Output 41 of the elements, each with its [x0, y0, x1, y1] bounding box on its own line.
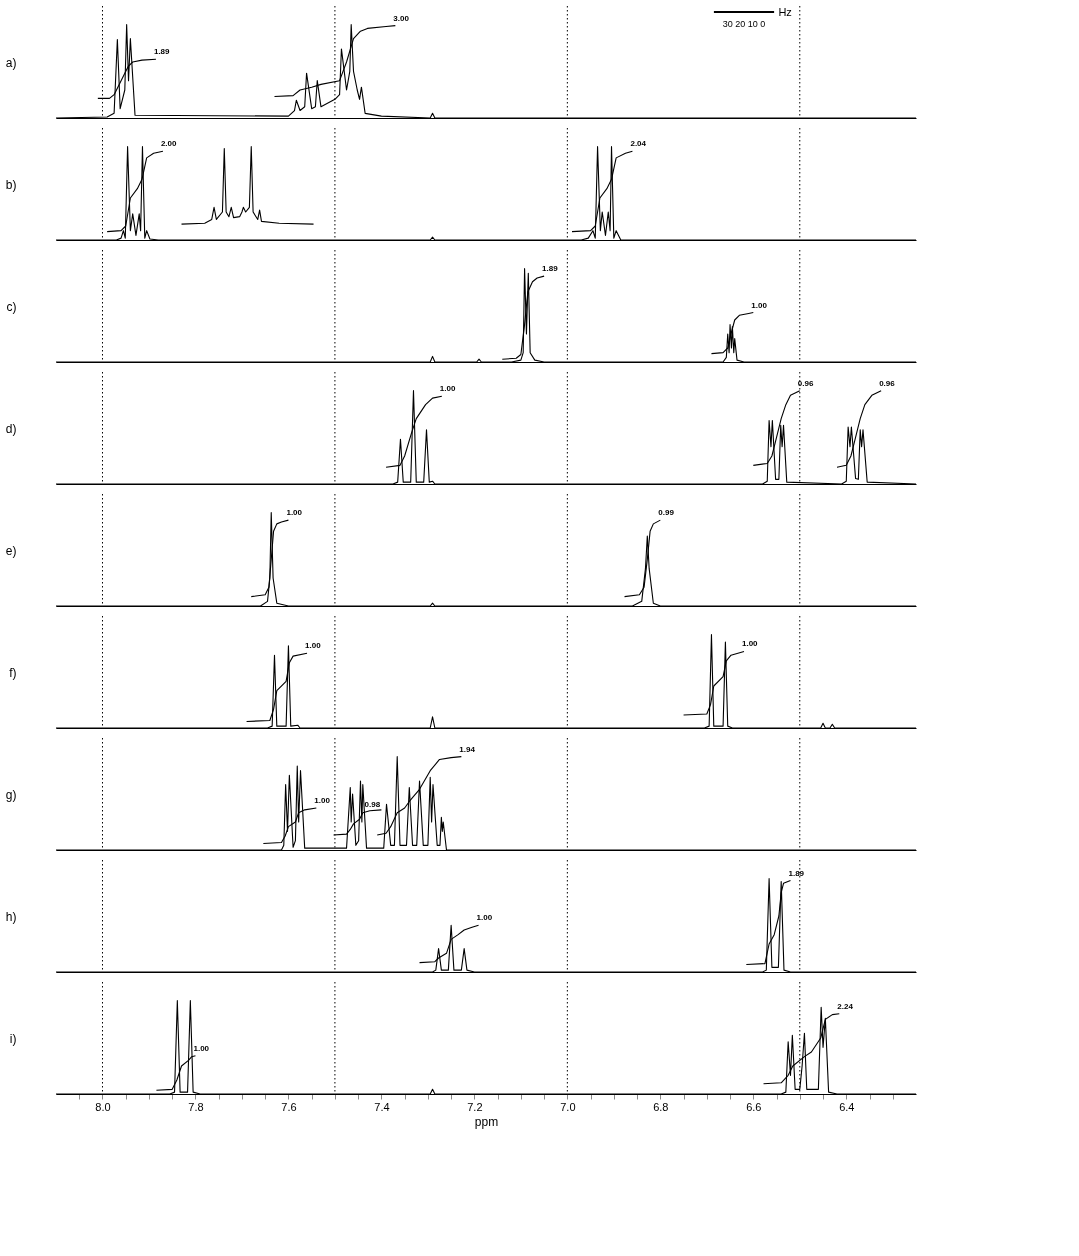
- text: Hz: [778, 6, 792, 18]
- x-tick-label: 6.6: [746, 1100, 762, 1113]
- annotation: 30 20 10 0: [722, 19, 766, 29]
- annotation: 2.04: [630, 139, 647, 149]
- annotation: 1.00: [476, 913, 493, 923]
- annotation: 1.89: [542, 264, 559, 274]
- y-axis-title: a): [5, 55, 17, 70]
- x-axis-title: ppm: [474, 1114, 499, 1129]
- annotation: 1.00: [305, 641, 322, 651]
- annotation: 1.00: [193, 1043, 210, 1053]
- y-axis-title: f): [9, 665, 17, 680]
- annotation: 1.94: [459, 744, 476, 754]
- y-axis-title: h): [5, 909, 17, 924]
- annotation: 0.96: [797, 378, 814, 388]
- annotation: 1.00: [314, 796, 331, 805]
- y-axis-title: d): [5, 421, 17, 436]
- x-tick-label: 8.0: [95, 1100, 111, 1113]
- x-tick-label: 6.8: [653, 1100, 669, 1113]
- annotation: 0.99: [658, 508, 675, 518]
- x-tick-label: 7.8: [188, 1100, 204, 1113]
- annotation: 0.96: [879, 378, 896, 388]
- annotation: 1.00: [286, 508, 303, 518]
- annotation: 1.89: [153, 47, 171, 57]
- x-tick-label: 7.0: [560, 1100, 576, 1113]
- annotation: 1.00: [742, 639, 759, 649]
- annotation: 2.24: [837, 1001, 854, 1011]
- annotation: 1.00: [439, 384, 456, 394]
- annotation: 1.89: [788, 868, 805, 878]
- annotation: 1.00: [751, 300, 768, 310]
- annotation: 2.00: [160, 139, 178, 149]
- x-tick-label: 6.4: [839, 1100, 855, 1113]
- y-axis-title: g): [5, 787, 17, 802]
- x-tick-label: 7.4: [374, 1100, 390, 1113]
- annotation: 3.00: [393, 13, 410, 23]
- x-tick-label: 7.6: [281, 1100, 297, 1113]
- y-axis-title: b): [5, 177, 17, 192]
- y-axis-title: c): [6, 299, 17, 314]
- y-axis-title: i): [9, 1031, 17, 1046]
- y-axis-title: e): [5, 543, 17, 558]
- annotation: 0.98: [364, 799, 381, 809]
- x-tick-label: 7.2: [467, 1100, 483, 1113]
